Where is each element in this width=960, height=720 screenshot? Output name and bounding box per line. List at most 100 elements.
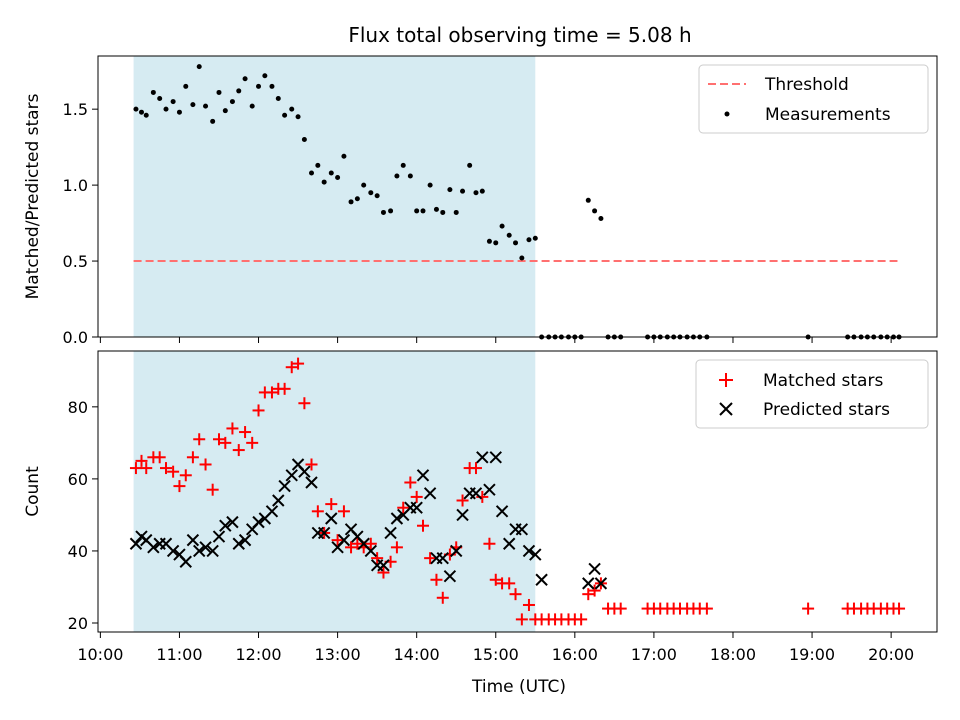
measurement-point xyxy=(282,112,288,118)
matched-star-point xyxy=(893,602,906,615)
matched-star-point xyxy=(503,577,516,590)
measurement-point xyxy=(229,99,235,105)
legend-threshold-label: Threshold xyxy=(764,75,849,95)
measurement-point xyxy=(506,232,512,238)
legend-measurements-label: Measurements xyxy=(765,105,891,125)
matched-star-point xyxy=(614,602,627,615)
measurement-point xyxy=(183,83,189,89)
predicted-star-point xyxy=(298,465,311,478)
predicted-star-point xyxy=(199,541,212,554)
bottom-y-axis-label: Count xyxy=(23,466,43,517)
predicted-star-point xyxy=(305,476,318,489)
predicted-star-point xyxy=(325,512,338,525)
matched-star-point xyxy=(160,462,173,475)
measurement-point xyxy=(190,102,196,108)
measurement-point xyxy=(453,209,459,215)
matched-star-point xyxy=(278,382,291,395)
top-panel: Flux total observing time = 5.08 h 0.00.… xyxy=(23,23,938,347)
predicted-star-point xyxy=(489,451,502,464)
matched-star-point xyxy=(345,541,358,554)
measurement-point xyxy=(440,209,446,215)
top-x-axis-ticks xyxy=(99,337,892,343)
matched-star-point xyxy=(436,591,449,604)
predicted-star-point xyxy=(450,544,463,558)
measurement-point xyxy=(585,197,591,203)
predicted-star-point xyxy=(456,508,469,522)
matched-star-point xyxy=(298,397,311,410)
measurement-points xyxy=(133,64,902,340)
predicted-star-point xyxy=(529,548,542,561)
x-tick-label: 17:00 xyxy=(631,645,677,664)
predicted-star-point xyxy=(410,501,423,514)
measurement-point xyxy=(150,89,156,95)
matched-star-point xyxy=(700,602,713,615)
matched-star-point xyxy=(483,537,496,550)
predicted-star-point xyxy=(476,451,489,464)
measurement-point xyxy=(407,173,413,179)
measurement-point xyxy=(341,153,347,159)
measurement-point xyxy=(249,103,255,109)
measurement-point xyxy=(203,103,209,109)
matched-star-point xyxy=(351,537,364,550)
matched-star-point xyxy=(456,494,469,507)
x-axis-label: Time (UTC) xyxy=(471,677,566,697)
measurement-point xyxy=(196,64,202,70)
predicted-star-point xyxy=(179,555,192,568)
legend-matched-swatch xyxy=(719,373,733,387)
x-tick-label: 18:00 xyxy=(710,645,756,664)
y-tick-label: 0.0 xyxy=(63,328,88,347)
measurement-point xyxy=(301,137,307,143)
matched-star-point xyxy=(404,476,417,489)
matched-star-point xyxy=(129,462,142,475)
matched-star-point xyxy=(424,552,437,565)
matched-star-point xyxy=(292,357,305,370)
y-tick-label: 60 xyxy=(68,470,88,489)
bottom-x-axis-ticks: 10:00 11:00 12:00 13:00 14:00 15:00 16:00 17:00… xyxy=(77,632,914,664)
y-tick-label: 1.0 xyxy=(63,176,88,195)
x-tick-label: 20:00 xyxy=(868,645,914,664)
predicted-star-point xyxy=(495,505,509,518)
measurement-point xyxy=(348,199,354,205)
predicted-star-point xyxy=(232,537,245,550)
measurement-point xyxy=(420,208,426,214)
predicted-star-point xyxy=(147,541,160,554)
measurement-point xyxy=(309,170,315,176)
matched-star-point xyxy=(232,444,245,457)
measurement-point xyxy=(269,83,275,89)
x-tick-label: 16:00 xyxy=(552,645,598,664)
top-observing-span xyxy=(133,56,536,337)
matched-star-point xyxy=(509,588,522,601)
predicted-star-point xyxy=(337,533,351,547)
matched-star-point xyxy=(135,454,148,467)
matched-star-point xyxy=(364,537,377,550)
top-legend: Threshold Measurements xyxy=(698,64,929,134)
matched-star-point xyxy=(199,458,212,471)
measurement-point xyxy=(328,170,334,176)
measurement-point xyxy=(335,175,341,181)
predicted-star-point xyxy=(483,483,496,496)
matched-star-point xyxy=(153,451,166,464)
measurement-point xyxy=(427,182,433,188)
matched-star-point xyxy=(311,505,324,518)
matched-star-point xyxy=(140,462,153,475)
predicted-star-point xyxy=(265,505,279,518)
predicted-star-point xyxy=(436,551,449,565)
predicted-star-point xyxy=(212,530,226,543)
measurement-point xyxy=(289,106,295,112)
predicted-star-point xyxy=(129,537,143,550)
y-tick-label: 1.5 xyxy=(63,100,88,119)
legend-measurements-swatch xyxy=(724,111,730,117)
measurement-point xyxy=(275,96,281,102)
matched-star-point xyxy=(226,422,239,435)
legend-matched-label: Matched stars xyxy=(763,371,883,391)
matched-star-point xyxy=(167,465,180,478)
predicted-star-point xyxy=(594,577,608,590)
x-tick-label: 15:00 xyxy=(473,645,519,664)
measurement-point xyxy=(295,114,301,120)
predicted-star-point xyxy=(285,469,298,482)
measurement-point xyxy=(400,162,406,168)
matched-star-point xyxy=(430,573,443,586)
measurement-point xyxy=(486,238,492,244)
measurement-point xyxy=(499,223,505,229)
